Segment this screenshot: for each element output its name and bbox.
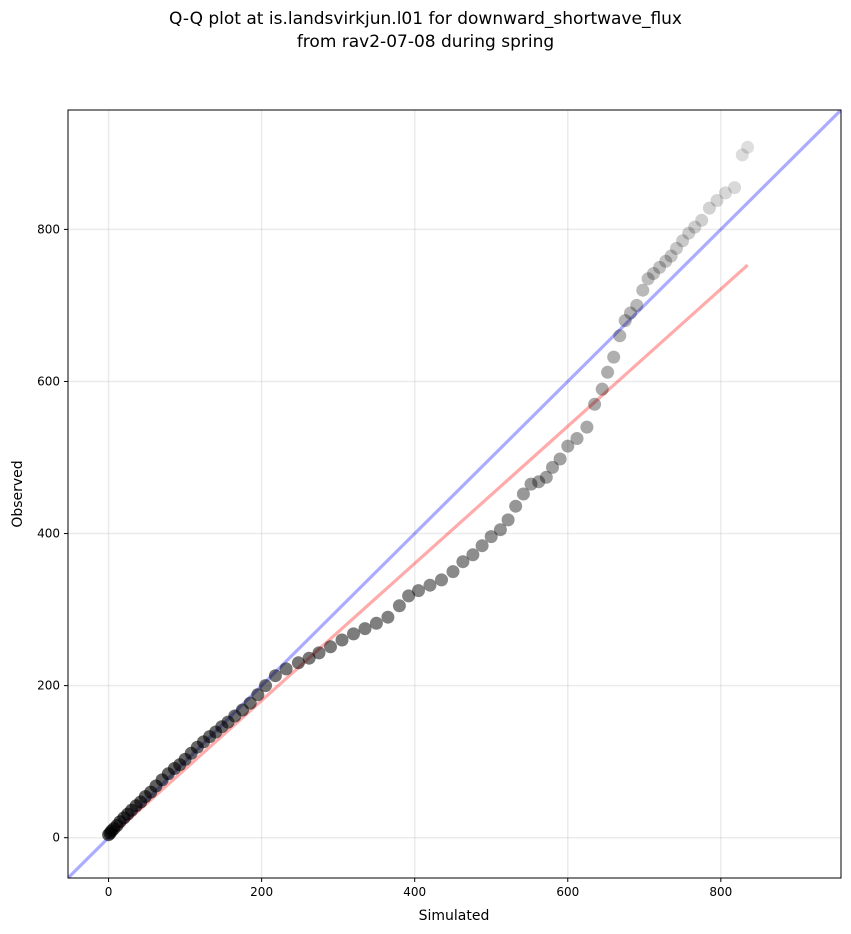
quantile-point xyxy=(475,539,489,553)
quantile-point xyxy=(664,249,678,263)
quantile-point xyxy=(607,350,621,364)
quantile-point xyxy=(369,616,383,630)
quantile-point xyxy=(312,646,326,660)
x-axis-label: Simulated xyxy=(419,908,490,924)
quantile-point xyxy=(324,640,337,654)
chart-title-line-2: from rav2-07-08 during spring xyxy=(296,32,555,52)
quantile-point xyxy=(601,365,615,379)
quantile-point xyxy=(630,298,644,312)
quantile-point xyxy=(718,186,732,200)
quantile-point xyxy=(647,267,660,280)
quantile-point xyxy=(676,234,690,248)
quantile-point xyxy=(670,241,683,255)
quantile-point xyxy=(423,578,437,592)
quantile-point xyxy=(402,589,416,603)
quantile-point xyxy=(484,530,498,544)
quantile-point xyxy=(539,470,553,484)
quantile-point xyxy=(653,260,667,274)
quantile-point xyxy=(728,181,742,195)
quantile-point xyxy=(381,610,395,624)
quantile-point xyxy=(501,513,515,527)
x-tick-label: 400 xyxy=(403,885,426,899)
chart-title-line-1: Q-Q plot at is.landsvirkjun.l01 for down… xyxy=(169,9,682,29)
quantile-point xyxy=(688,220,702,234)
quantile-point xyxy=(524,477,538,491)
chart-title: Q-Q plot at is.landsvirkjun.l01 for down… xyxy=(0,8,851,54)
plot-area xyxy=(68,110,841,878)
quantile-point xyxy=(695,213,709,227)
quantile-point xyxy=(251,688,265,702)
quantile-point xyxy=(735,148,749,162)
quantile-point xyxy=(302,651,316,665)
quantile-point xyxy=(466,548,480,562)
quantile-point xyxy=(741,140,755,154)
quantile-point xyxy=(561,439,575,453)
quantile-point xyxy=(243,696,257,710)
y-tick-label: 600 xyxy=(37,374,60,388)
y-axis: 0 200 400 600 800 xyxy=(37,222,68,845)
quantile-point xyxy=(613,329,627,343)
y-tick-label: 400 xyxy=(37,527,60,541)
x-tick-label: 800 xyxy=(709,885,732,899)
quantile-point xyxy=(268,669,282,683)
quantile-point xyxy=(641,272,655,286)
quantile-point xyxy=(435,573,448,587)
grid-lines xyxy=(68,110,841,878)
quantile-point xyxy=(710,194,724,207)
quantile-point xyxy=(509,499,523,513)
quantile-point xyxy=(516,487,530,501)
quantile-point xyxy=(618,314,632,328)
quantile-point xyxy=(279,662,293,676)
quantile-point xyxy=(595,382,609,396)
quantile-point xyxy=(392,599,406,613)
quantile-point xyxy=(553,452,567,466)
quantile-point xyxy=(588,397,602,411)
quantile-point xyxy=(546,460,559,474)
quantile-point xyxy=(682,226,696,240)
y-tick-label: 0 xyxy=(52,831,60,845)
y-axis-label: Observed xyxy=(10,460,26,527)
quantile-point xyxy=(570,432,584,445)
x-tick-label: 0 xyxy=(105,885,113,899)
quantile-point xyxy=(659,254,673,268)
quantile-point xyxy=(291,656,305,670)
y-tick-label: 200 xyxy=(37,679,60,693)
x-axis: 0 200 400 600 800 xyxy=(105,878,732,899)
quantile-point xyxy=(358,622,372,636)
y-tick-label: 800 xyxy=(37,222,60,236)
quantile-point xyxy=(532,475,546,489)
quantile-point xyxy=(636,283,650,297)
quantile-point xyxy=(412,584,425,598)
quantile-point xyxy=(347,627,360,641)
quantile-points xyxy=(102,140,755,842)
quantile-point xyxy=(493,523,507,537)
quantile-point xyxy=(580,420,594,434)
quantile-point xyxy=(456,555,470,569)
plot-frame xyxy=(67,109,842,879)
quantile-point xyxy=(335,633,349,647)
quantile-point xyxy=(259,679,272,693)
x-tick-label: 600 xyxy=(556,885,579,899)
quantile-point xyxy=(446,565,460,579)
quantile-point xyxy=(702,201,716,215)
x-tick-label: 200 xyxy=(250,885,273,899)
quantile-point xyxy=(624,306,637,320)
fit-line xyxy=(107,263,749,839)
